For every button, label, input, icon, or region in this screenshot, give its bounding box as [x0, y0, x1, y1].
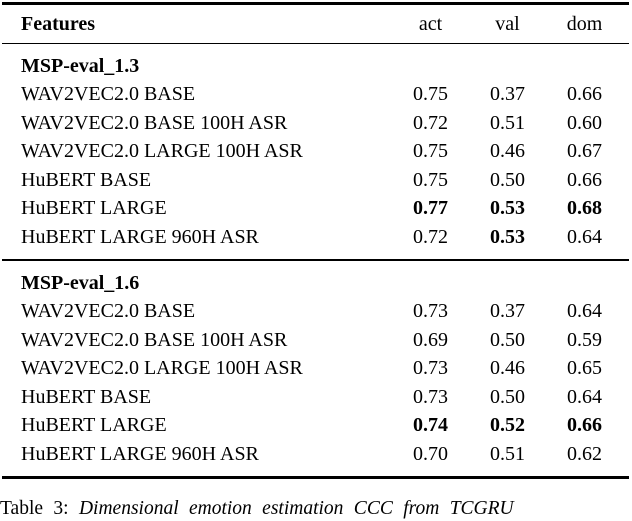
- row-label: HuBERT LARGE: [21, 197, 167, 220]
- table-row: HuBERT BASE 0.75 0.50 0.66: [2, 166, 629, 195]
- row-label: WAV2VEC2.0 BASE: [21, 300, 196, 323]
- value-cell: 0.50: [490, 385, 525, 408]
- table-row: HuBERT LARGE 0.74 0.52 0.66: [2, 411, 629, 440]
- value-cell: 0.73: [413, 300, 448, 323]
- row-label: WAV2VEC2.0 LARGE 100H ASR: [21, 140, 303, 163]
- value-cell: 0.73: [413, 357, 448, 380]
- value-cell: 0.75: [413, 168, 448, 191]
- table-top-rule: [2, 2, 629, 5]
- value-cell: 0.62: [567, 442, 602, 465]
- table-row: HuBERT LARGE 960H ASR 0.70 0.51 0.62: [2, 440, 629, 469]
- value-cell: 0.37: [490, 83, 525, 106]
- value-cell: 0.66: [567, 83, 602, 106]
- row-label: HuBERT BASE: [21, 385, 152, 408]
- section-title: MSP-eval_1.3: [21, 54, 140, 77]
- table-row: WAV2VEC2.0 BASE 100H ASR 0.69 0.50 0.59: [2, 326, 629, 355]
- value-cell: 0.65: [567, 357, 602, 380]
- table-section: MSP-eval_1.6 WAV2VEC2.0 BASE 0.73 0.37 0.64 W…: [0, 261, 632, 477]
- value-cell: 0.73: [413, 385, 448, 408]
- value-cell: 0.53: [490, 225, 525, 248]
- table-row: WAV2VEC2.0 BASE 0.75 0.37 0.66: [2, 80, 629, 109]
- row-label: WAV2VEC2.0 BASE: [21, 83, 196, 106]
- section-title-row: MSP-eval_1.6: [2, 269, 629, 298]
- table-row: WAV2VEC2.0 LARGE 100H ASR 0.73 0.46 0.65: [2, 354, 629, 383]
- column-header-val: val: [495, 12, 520, 35]
- value-cell: 0.72: [413, 225, 448, 248]
- table-header-row: Features act val dom: [2, 5, 629, 43]
- table-row: WAV2VEC2.0 BASE 0.73 0.37 0.64: [2, 297, 629, 326]
- table-row: HuBERT LARGE 960H ASR 0.72 0.53 0.64: [2, 223, 629, 252]
- row-label: WAV2VEC2.0 BASE 100H ASR: [21, 328, 288, 351]
- value-cell: 0.77: [413, 197, 448, 220]
- table-caption: Table 3: Dimensional emotion estimation …: [0, 497, 632, 521]
- value-cell: 0.64: [567, 385, 602, 408]
- value-cell: 0.53: [490, 197, 525, 220]
- table-header-rule: [2, 42, 629, 44]
- value-cell: 0.59: [567, 328, 602, 351]
- value-cell: 0.67: [567, 140, 602, 163]
- row-label: HuBERT LARGE 960H ASR: [21, 442, 259, 465]
- caption-label: Table 3:: [0, 497, 69, 519]
- value-cell: 0.75: [413, 140, 448, 163]
- table-row: HuBERT BASE 0.73 0.50 0.64: [2, 383, 629, 412]
- table-sections: MSP-eval_1.3 WAV2VEC2.0 BASE 0.75 0.37 0.66 W…: [0, 44, 632, 476]
- value-cell: 0.66: [567, 414, 602, 437]
- value-cell: 0.37: [490, 300, 525, 323]
- row-label: WAV2VEC2.0 LARGE 100H ASR: [21, 357, 303, 380]
- value-cell: 0.75: [413, 83, 448, 106]
- table-row: HuBERT LARGE 0.77 0.53 0.68: [2, 194, 629, 223]
- value-cell: 0.68: [567, 197, 602, 220]
- value-cell: 0.60: [567, 111, 602, 134]
- value-cell: 0.51: [490, 111, 525, 134]
- section-title-row: MSP-eval_1.3: [2, 52, 629, 81]
- value-cell: 0.66: [567, 168, 602, 191]
- value-cell: 0.46: [490, 140, 525, 163]
- value-cell: 0.74: [413, 414, 448, 437]
- row-label: HuBERT LARGE: [21, 414, 167, 437]
- row-label: WAV2VEC2.0 BASE 100H ASR: [21, 111, 288, 134]
- table-row: WAV2VEC2.0 BASE 100H ASR 0.72 0.51 0.60: [2, 109, 629, 138]
- value-cell: 0.50: [490, 168, 525, 191]
- caption-text: Dimensional emotion estimation CCC from …: [78, 497, 514, 519]
- table-row: WAV2VEC2.0 LARGE 100H ASR 0.75 0.46 0.67: [2, 137, 629, 166]
- row-label: HuBERT LARGE 960H ASR: [21, 225, 259, 248]
- value-cell: 0.51: [490, 442, 525, 465]
- value-cell: 0.70: [413, 442, 448, 465]
- value-cell: 0.64: [567, 300, 602, 323]
- table-bottom-rule: [2, 476, 629, 479]
- section-title: MSP-eval_1.6: [21, 271, 140, 294]
- row-label: HuBERT BASE: [21, 168, 152, 191]
- table-section: MSP-eval_1.3 WAV2VEC2.0 BASE 0.75 0.37 0.66 W…: [0, 44, 632, 260]
- value-cell: 0.46: [490, 357, 525, 380]
- column-header-dom: dom: [566, 12, 603, 35]
- table-mid-rule: [2, 259, 629, 261]
- value-cell: 0.72: [413, 111, 448, 134]
- column-header-act: act: [418, 12, 443, 35]
- value-cell: 0.69: [413, 328, 448, 351]
- value-cell: 0.50: [490, 328, 525, 351]
- value-cell: 0.52: [490, 414, 525, 437]
- value-cell: 0.64: [567, 225, 602, 248]
- column-header-features: Features: [21, 12, 96, 35]
